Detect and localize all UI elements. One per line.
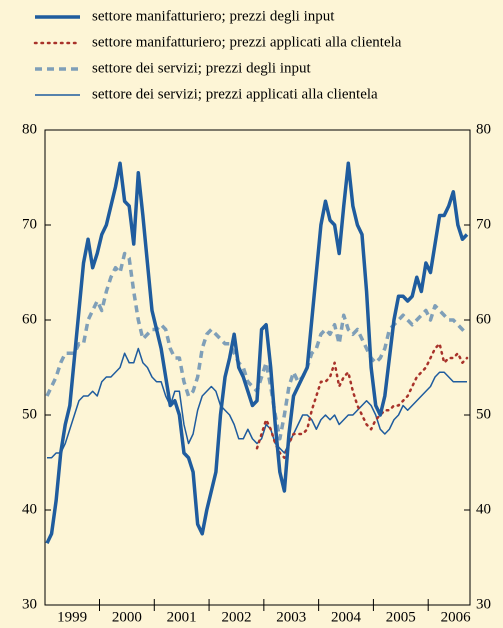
- legend-label: settore manifatturiero; prezzi degli inp…: [92, 8, 335, 24]
- series-line: [45, 161, 469, 545]
- x-tick-label: 2003: [276, 609, 306, 625]
- x-tick-label: 2004: [331, 609, 362, 625]
- y2-tick-label: 70: [476, 216, 491, 232]
- series-line: [47, 347, 467, 459]
- x-tick-label: 2000: [112, 609, 142, 625]
- y2-tick-label: 80: [476, 121, 491, 137]
- y2-tick-label: 50: [476, 406, 491, 422]
- x-tick-label: 2002: [221, 609, 251, 625]
- y2-tick-label: 30: [476, 596, 491, 612]
- y-tick-label: 80: [22, 121, 37, 137]
- y2-tick-label: 60: [476, 311, 491, 327]
- x-tick-label: 2005: [386, 609, 416, 625]
- y-tick-label: 60: [22, 311, 37, 327]
- series-line: [255, 342, 469, 459]
- legend-label: settore dei servizi; prezzi degli input: [92, 60, 312, 76]
- x-tick-label: 2006: [441, 609, 472, 625]
- plot-frame: [44, 129, 471, 606]
- legend-label: settore dei servizi; prezzi applicati al…: [92, 86, 378, 102]
- x-tick-label: 1999: [57, 609, 87, 625]
- y2-tick-label: 40: [476, 501, 491, 517]
- y-tick-label: 50: [22, 406, 37, 422]
- y-tick-label: 40: [22, 501, 37, 517]
- y-tick-label: 70: [22, 216, 37, 232]
- legend-label: settore manifatturiero; prezzi applicati…: [92, 34, 402, 50]
- y-tick-label: 30: [22, 596, 37, 612]
- x-tick-label: 2001: [167, 609, 197, 625]
